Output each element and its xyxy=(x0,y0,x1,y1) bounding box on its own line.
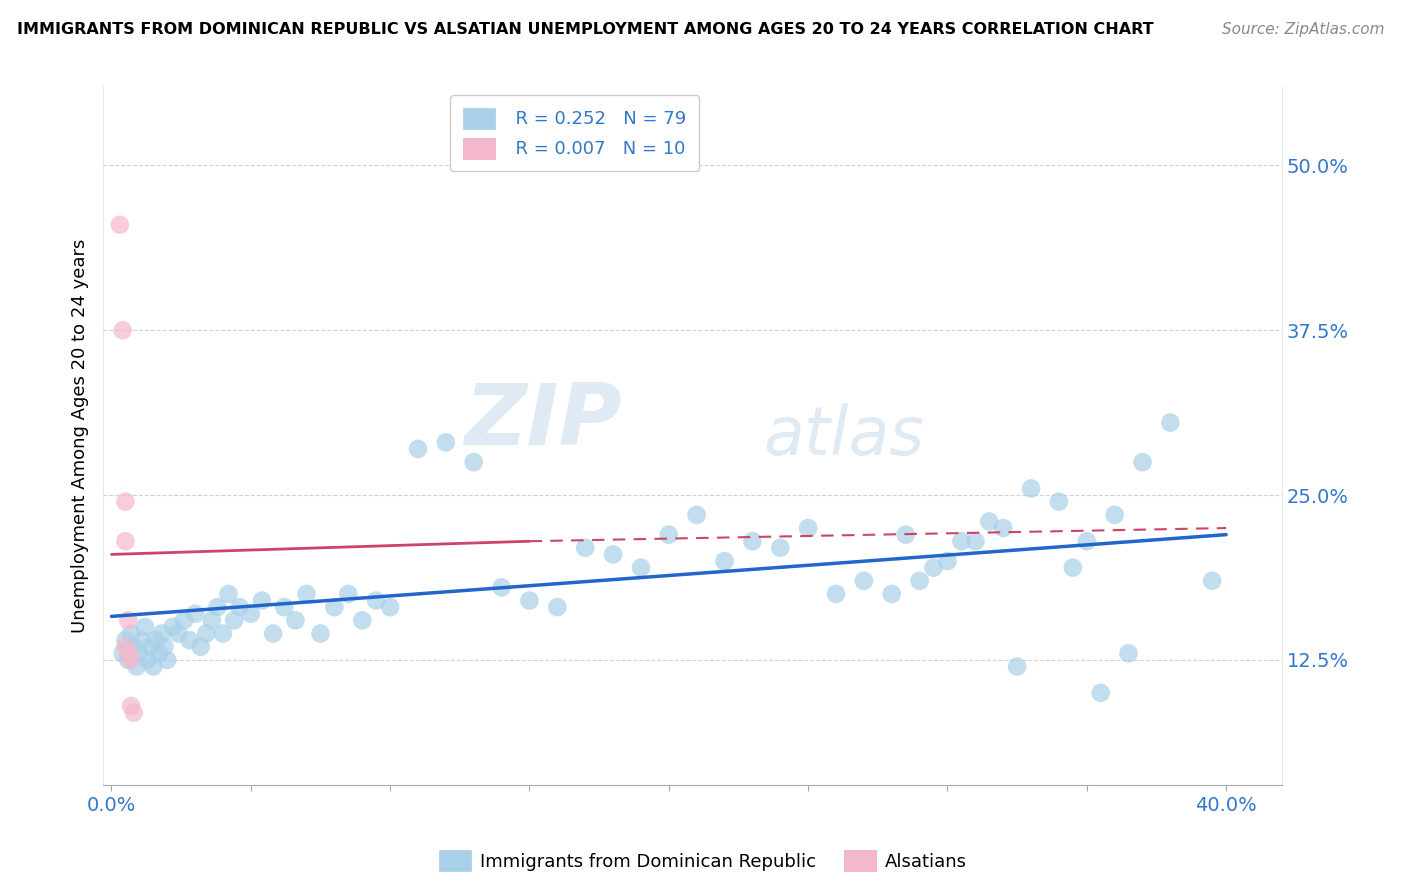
Point xyxy=(434,435,457,450)
Point xyxy=(114,534,136,549)
Point xyxy=(1104,508,1126,522)
Point xyxy=(1076,534,1098,549)
Point xyxy=(134,620,156,634)
Point xyxy=(117,613,139,627)
Point xyxy=(1019,482,1042,496)
Text: atlas: atlas xyxy=(763,403,924,469)
Point xyxy=(162,620,184,634)
Point xyxy=(120,699,142,714)
Point xyxy=(142,659,165,673)
Point xyxy=(894,527,917,541)
Point xyxy=(190,640,212,654)
Point xyxy=(908,574,931,588)
Point xyxy=(114,640,136,654)
Point xyxy=(713,554,735,568)
Point xyxy=(195,626,218,640)
Point xyxy=(122,706,145,720)
Point xyxy=(602,548,624,562)
Point xyxy=(120,653,142,667)
Point xyxy=(979,515,1001,529)
Point xyxy=(284,613,307,627)
Point xyxy=(1159,416,1181,430)
Legend: Immigrants from Dominican Republic, Alsatians: Immigrants from Dominican Republic, Alsa… xyxy=(432,843,974,879)
Point xyxy=(108,218,131,232)
Point xyxy=(173,613,195,627)
Point xyxy=(228,600,250,615)
Point xyxy=(117,646,139,660)
Point xyxy=(630,560,652,574)
Point xyxy=(222,613,245,627)
Point xyxy=(880,587,903,601)
Point xyxy=(965,534,987,549)
Text: ZIP: ZIP xyxy=(464,380,621,463)
Point xyxy=(139,640,162,654)
Point xyxy=(378,600,401,615)
Point xyxy=(825,587,848,601)
Point xyxy=(769,541,792,555)
Point xyxy=(936,554,959,568)
Y-axis label: Unemployment Among Ages 20 to 24 years: Unemployment Among Ages 20 to 24 years xyxy=(72,238,89,633)
Point xyxy=(239,607,262,621)
Point xyxy=(1118,646,1140,660)
Point xyxy=(145,633,167,648)
Point xyxy=(250,593,273,607)
Point xyxy=(136,653,159,667)
Point xyxy=(546,600,568,615)
Point xyxy=(574,541,596,555)
Point xyxy=(120,626,142,640)
Point xyxy=(156,653,179,667)
Point xyxy=(153,640,176,654)
Point xyxy=(201,613,224,627)
Point xyxy=(337,587,360,601)
Point xyxy=(741,534,763,549)
Point xyxy=(114,633,136,648)
Point xyxy=(852,574,875,588)
Point xyxy=(685,508,707,522)
Point xyxy=(273,600,295,615)
Point xyxy=(179,633,201,648)
Point xyxy=(114,494,136,508)
Point xyxy=(207,600,229,615)
Point xyxy=(150,626,173,640)
Point xyxy=(1005,659,1028,673)
Point xyxy=(184,607,207,621)
Point xyxy=(167,626,190,640)
Point xyxy=(1090,686,1112,700)
Point xyxy=(323,600,346,615)
Point xyxy=(658,527,681,541)
Point xyxy=(117,653,139,667)
Point xyxy=(950,534,973,549)
Point xyxy=(111,323,134,337)
Point xyxy=(463,455,485,469)
Point xyxy=(491,580,513,594)
Point xyxy=(148,646,170,660)
Point xyxy=(128,646,150,660)
Point xyxy=(111,646,134,660)
Point xyxy=(352,613,374,627)
Point xyxy=(1047,494,1070,508)
Point xyxy=(991,521,1014,535)
Point xyxy=(1132,455,1154,469)
Point xyxy=(797,521,820,535)
Point xyxy=(366,593,388,607)
Point xyxy=(1201,574,1223,588)
Point xyxy=(922,560,945,574)
Text: IMMIGRANTS FROM DOMINICAN REPUBLIC VS ALSATIAN UNEMPLOYMENT AMONG AGES 20 TO 24 : IMMIGRANTS FROM DOMINICAN REPUBLIC VS AL… xyxy=(17,22,1153,37)
Legend:   R = 0.252   N = 79,   R = 0.007   N = 10: R = 0.252 N = 79, R = 0.007 N = 10 xyxy=(450,95,699,171)
Point xyxy=(212,626,235,640)
Point xyxy=(125,659,148,673)
Point xyxy=(519,593,541,607)
Point xyxy=(406,442,429,456)
Point xyxy=(309,626,332,640)
Point xyxy=(131,633,153,648)
Point xyxy=(262,626,284,640)
Text: Source: ZipAtlas.com: Source: ZipAtlas.com xyxy=(1222,22,1385,37)
Point xyxy=(1062,560,1084,574)
Point xyxy=(218,587,240,601)
Point xyxy=(295,587,318,601)
Point xyxy=(122,640,145,654)
